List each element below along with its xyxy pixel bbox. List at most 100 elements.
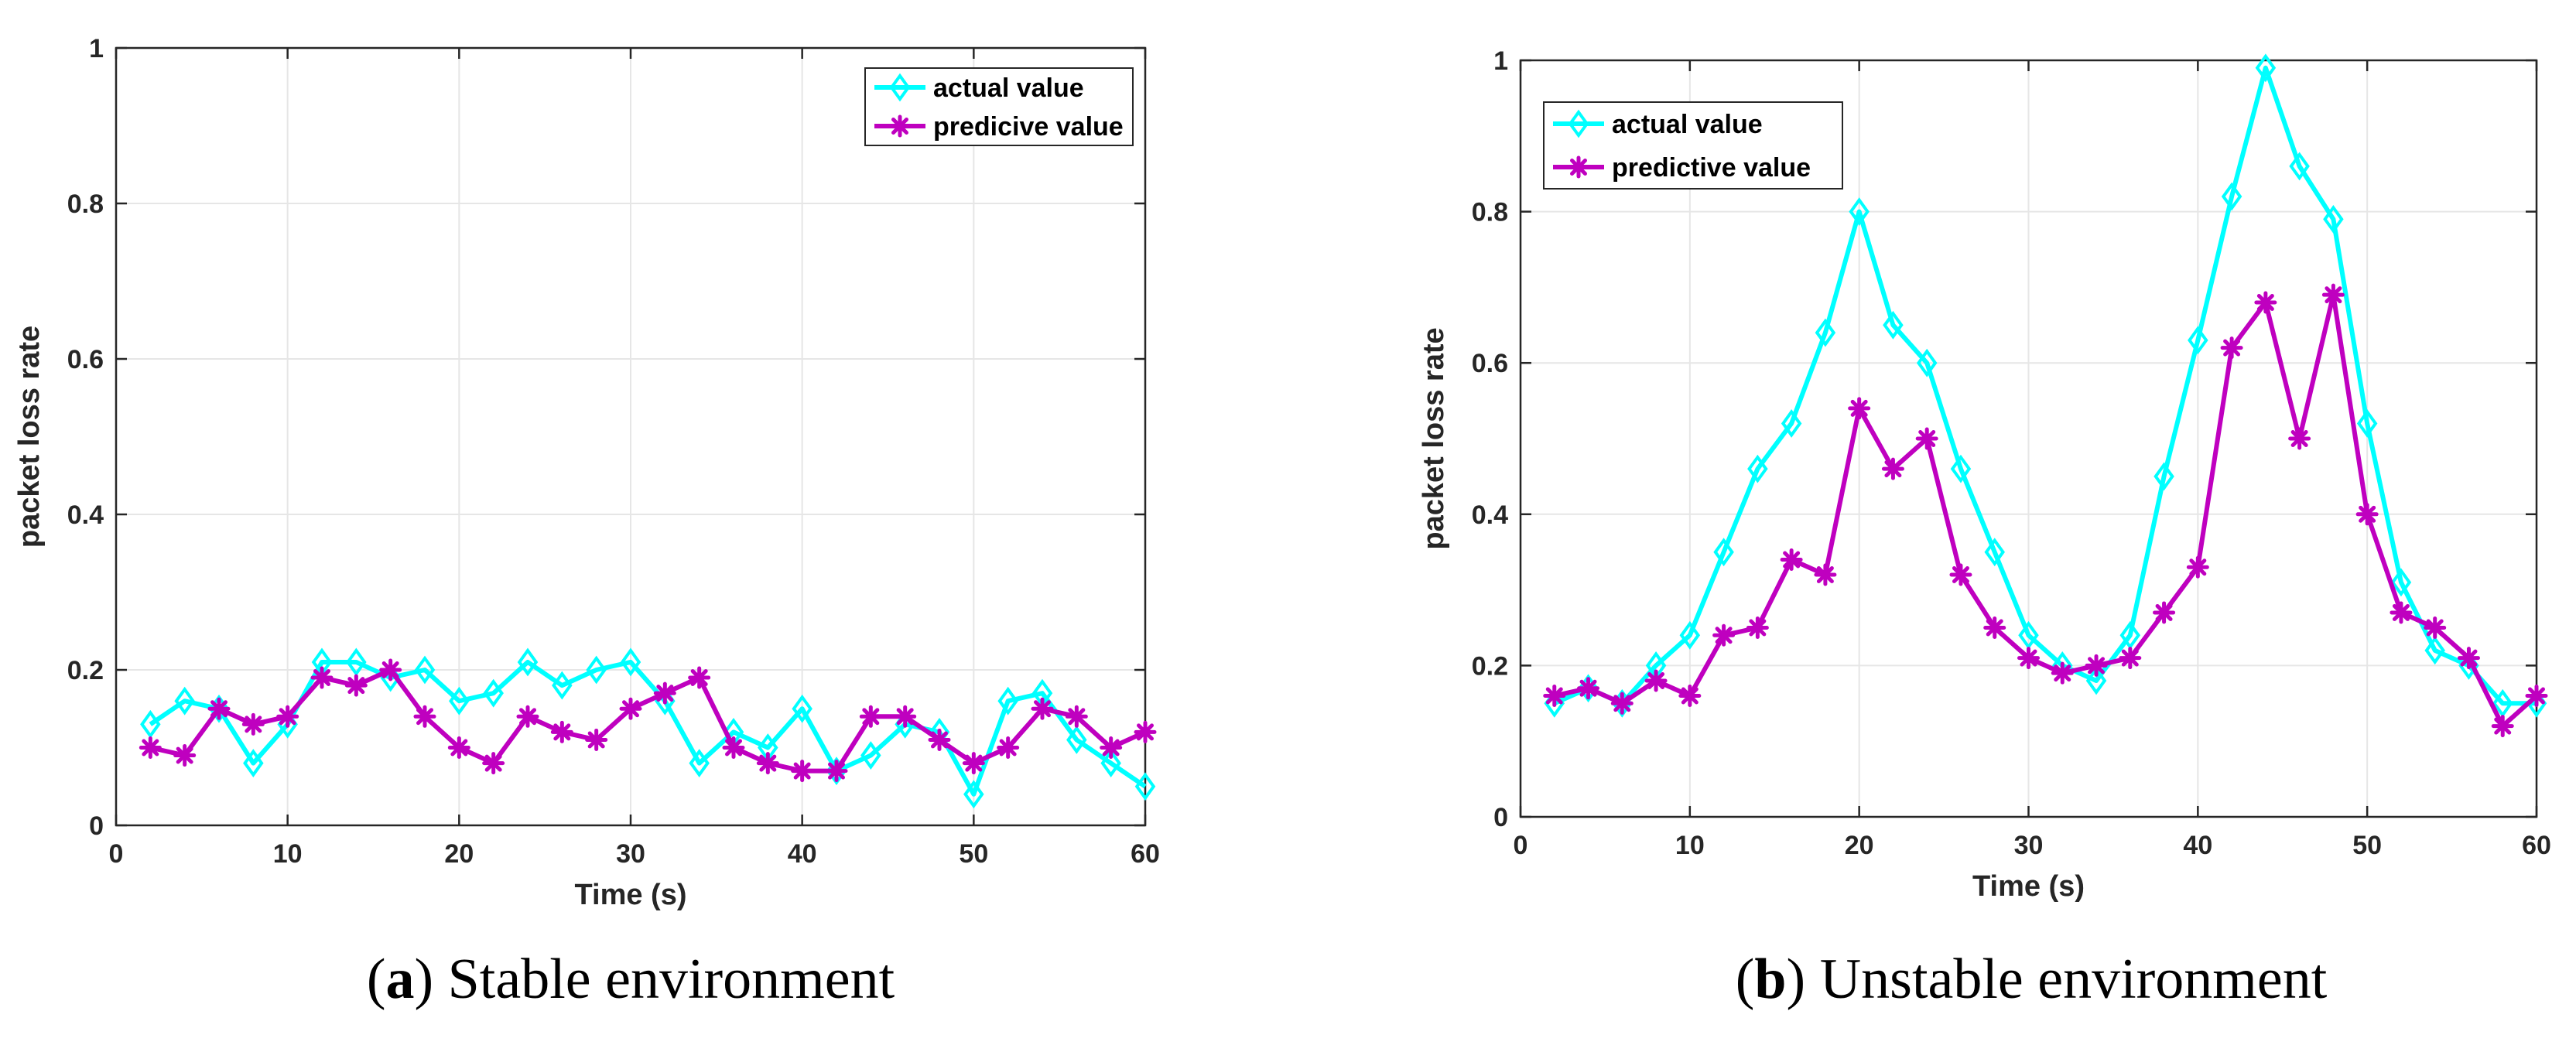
star-stroke xyxy=(313,669,330,687)
data-point-actual xyxy=(1134,772,1156,801)
star-stroke xyxy=(862,708,880,726)
caption-text: Unstable environment xyxy=(1805,948,2327,1011)
x-tick-label: 10 xyxy=(1675,831,1705,860)
star-stroke xyxy=(2155,603,2173,621)
y-tick-label: 1 xyxy=(1493,46,1508,76)
data-point-actual xyxy=(2221,182,2242,211)
data-point-predicted xyxy=(2321,283,2345,306)
chart-a: 0 10 20 30 40 50 60 0 0.2 0.4 0.6 0.8 1 Time (s) packe… xyxy=(13,34,1160,1011)
data-point-predicted xyxy=(2491,715,2514,738)
data-point-actual xyxy=(2356,409,2378,438)
data-point-actual xyxy=(2390,568,2412,597)
star-stroke xyxy=(725,739,742,757)
data-point-actual xyxy=(174,686,195,716)
star-stroke xyxy=(142,739,159,757)
data-point-actual xyxy=(1747,454,1768,483)
data-point-actual xyxy=(140,709,161,739)
data-point-predicted xyxy=(1678,685,1702,708)
data-point-actual xyxy=(449,686,470,716)
caption-paren: ( xyxy=(1736,948,1755,1011)
x-tick-label: 50 xyxy=(2352,831,2382,860)
star-stroke xyxy=(1816,566,1834,584)
data-point-predicted xyxy=(241,712,265,736)
star-stroke xyxy=(1952,566,1969,584)
caption: (a) Stable environment xyxy=(367,948,895,1011)
x-tick-label: 0 xyxy=(1514,831,1528,860)
star-stroke xyxy=(1884,460,1902,478)
data-point-predicted xyxy=(482,752,505,775)
data-point-actual xyxy=(2085,666,2107,695)
star-stroke xyxy=(587,731,605,749)
data-point-actual xyxy=(2323,204,2344,234)
data-point-predicted xyxy=(1567,155,1590,179)
x-tick-label: 10 xyxy=(273,839,303,869)
data-point-predicted xyxy=(1577,677,1600,700)
legend-label: predicive value xyxy=(933,112,1124,142)
data-point-predicted xyxy=(1543,685,1566,708)
data-point-actual xyxy=(792,694,812,723)
data-point-predicted xyxy=(962,752,985,775)
data-point-actual xyxy=(1815,318,1836,347)
data-point-predicted xyxy=(825,760,848,783)
data-point-predicted xyxy=(1031,697,1054,720)
star-stroke xyxy=(1545,687,1563,705)
data-point-predicted xyxy=(2525,685,2548,708)
data-point-predicted xyxy=(1712,623,1736,647)
y-tick-label: 0 xyxy=(1493,803,1508,832)
data-point-predicted xyxy=(585,728,608,751)
star-stroke xyxy=(1579,679,1597,697)
caption-paren: ) xyxy=(1787,948,1806,1011)
star-stroke xyxy=(2359,505,2376,523)
data-point-predicted xyxy=(2457,647,2480,670)
data-point-actual xyxy=(2289,152,2310,181)
data-point-predicted xyxy=(550,720,573,743)
star-stroke xyxy=(1986,619,2003,637)
x-tick-label: 30 xyxy=(616,839,645,869)
data-point-predicted xyxy=(2390,601,2413,624)
data-point-predicted xyxy=(1134,720,1157,743)
data-point-actual xyxy=(2154,462,2174,491)
data-point-predicted xyxy=(1983,617,2006,639)
star-stroke xyxy=(999,739,1017,757)
star-stroke xyxy=(347,677,365,695)
data-point-actual xyxy=(1916,348,1938,377)
data-point-actual xyxy=(620,647,641,677)
x-axis-label: Time (s) xyxy=(1972,870,2085,903)
data-point-predicted xyxy=(928,728,951,751)
data-point-actual xyxy=(1568,109,1589,138)
data-point-predicted xyxy=(1881,457,1904,480)
x-tick-label: 40 xyxy=(2183,831,2212,860)
data-point-predicted xyxy=(2186,555,2209,579)
series-line xyxy=(1554,292,2538,729)
star-stroke xyxy=(2223,339,2241,357)
data-point-actual xyxy=(586,655,607,685)
data-point-actual xyxy=(414,655,436,685)
star-stroke xyxy=(1918,430,1936,447)
star-stroke xyxy=(2290,430,2308,447)
star-stroke xyxy=(381,661,399,678)
data-point-actual xyxy=(1883,310,1904,340)
star-stroke xyxy=(2121,649,2139,667)
data-point-predicted xyxy=(310,666,334,689)
series-line xyxy=(1553,65,2537,706)
star-stroke xyxy=(793,762,811,780)
data-point-actual xyxy=(1950,454,1972,483)
star-stroke xyxy=(1850,399,1868,417)
star-stroke xyxy=(279,708,296,726)
data-point-actual xyxy=(1713,538,1734,567)
caption-letter: a xyxy=(386,948,415,1011)
caption-text: Stable environment xyxy=(433,948,895,1011)
data-point-actual xyxy=(1849,197,1870,227)
legend: actual value predictive value xyxy=(1543,101,1843,190)
data-point-predicted xyxy=(2153,601,2176,624)
data-point-actual xyxy=(689,749,710,778)
data-point-actual xyxy=(243,749,264,778)
data-point-predicted xyxy=(139,736,162,759)
data-point-predicted xyxy=(1746,617,1769,639)
star-stroke xyxy=(1647,671,1665,689)
star-stroke xyxy=(1137,723,1154,741)
data-point-actual xyxy=(889,73,911,102)
data-point-predicted xyxy=(1644,669,1668,692)
star-stroke xyxy=(2426,619,2444,637)
star-stroke xyxy=(1068,708,1086,726)
